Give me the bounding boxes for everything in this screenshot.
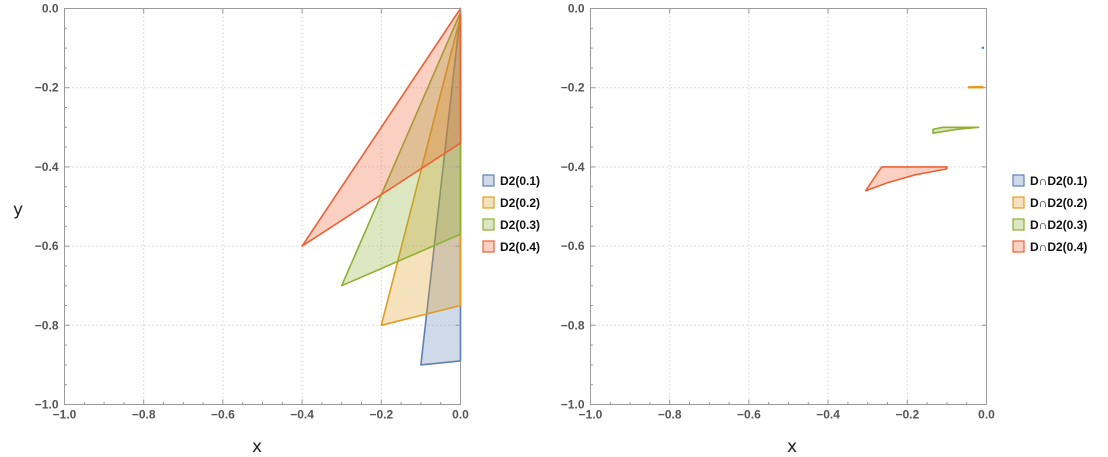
x-tick-label: −0.2 xyxy=(369,408,393,422)
x-tick-label: 0.0 xyxy=(978,408,995,422)
legend-label-0: D2(0.1) xyxy=(500,174,540,188)
legend-label-3: D2(0.4) xyxy=(500,240,540,254)
x-tick-label: −0.2 xyxy=(895,408,919,422)
x-tick-label: −0.6 xyxy=(737,408,761,422)
x-tick-label: −1.0 xyxy=(579,408,603,422)
legend-swatch-2 xyxy=(1012,218,1025,231)
legend-swatch-0 xyxy=(1012,174,1025,187)
y-tick-label: −0.6 xyxy=(35,239,59,253)
x-tick-label: −1.0 xyxy=(53,408,77,422)
series-regions xyxy=(864,46,985,192)
y-tick-label: −0.6 xyxy=(561,239,585,253)
legend-label-0: D∩D2(0.1) xyxy=(1030,174,1087,188)
axis-ticks xyxy=(590,8,987,405)
axis-ticks xyxy=(64,8,461,405)
y-tick-label: −1.0 xyxy=(561,398,585,412)
legend-label-2: D∩D2(0.3) xyxy=(1030,218,1087,232)
x-tick-label: −0.8 xyxy=(658,408,682,422)
gridlines xyxy=(590,8,987,405)
y-tick-labels: −1.0 −0.8 −0.6 −0.4 −0.2 0.0 xyxy=(35,2,59,412)
y-tick-labels: −1.0 −0.8 −0.6 −0.4 −0.2 0.0 xyxy=(561,2,585,412)
y-tick-label: 0.0 xyxy=(42,2,59,16)
series-region-3 xyxy=(864,166,948,192)
y-tick-label: −0.4 xyxy=(35,160,59,174)
x-tick-label: −0.6 xyxy=(211,408,235,422)
series-region-1 xyxy=(967,85,984,89)
y-axis-label: y xyxy=(13,200,23,220)
legend-label-3: D∩D2(0.4) xyxy=(1030,240,1087,254)
legend-label-2: D2(0.3) xyxy=(500,218,540,232)
plot-frame xyxy=(590,8,987,405)
legend-swatch-3 xyxy=(482,240,495,253)
x-tick-label: −0.8 xyxy=(132,408,156,422)
series-region-2 xyxy=(932,126,980,134)
legend-swatch-1 xyxy=(482,196,495,209)
y-tick-label: −0.4 xyxy=(561,160,585,174)
legend-swatch-0 xyxy=(482,174,495,187)
chart-panel-right: −1.0 −0.8 −0.6 −0.4 −0.2 0.0 −1.0 −0.8 −0.6 −0.4… xyxy=(561,2,1088,457)
legend-swatch-1 xyxy=(1012,196,1025,209)
y-tick-label: −0.2 xyxy=(561,81,585,95)
legend-swatch-2 xyxy=(482,218,495,231)
legend-swatch-3 xyxy=(1012,240,1025,253)
x-tick-label: −0.4 xyxy=(816,408,840,422)
x-tick-labels: −1.0 −0.8 −0.6 −0.4 −0.2 0.0 xyxy=(53,408,470,422)
x-axis-label: x xyxy=(787,437,797,457)
y-tick-label: −0.2 xyxy=(35,81,59,95)
legend-label-1: D2(0.2) xyxy=(500,196,540,210)
x-tick-labels: −1.0 −0.8 −0.6 −0.4 −0.2 0.0 xyxy=(579,408,996,422)
legend: D2(0.1) D2(0.2) D2(0.3) D2(0.4) xyxy=(482,174,540,254)
series-regions xyxy=(301,7,462,366)
series-region-3 xyxy=(301,7,462,247)
x-tick-label: −0.4 xyxy=(290,408,314,422)
chart-panel-left: −1.0 −0.8 −0.6 −0.4 −0.2 0.0 −1.0 −0.8 −0.6 −0.4… xyxy=(13,2,540,457)
y-tick-label: −1.0 xyxy=(35,398,59,412)
y-tick-label: 0.0 xyxy=(568,2,585,16)
x-axis-label: x xyxy=(252,437,262,457)
series-region-0 xyxy=(981,46,985,49)
y-tick-label: −0.8 xyxy=(35,318,59,332)
legend-label-1: D∩D2(0.2) xyxy=(1030,196,1087,210)
legend: D∩D2(0.1) D∩D2(0.2) D∩D2(0.3) D∩D2(0.4) xyxy=(1012,174,1087,254)
y-tick-label: −0.8 xyxy=(561,318,585,332)
x-tick-label: 0.0 xyxy=(452,408,469,422)
